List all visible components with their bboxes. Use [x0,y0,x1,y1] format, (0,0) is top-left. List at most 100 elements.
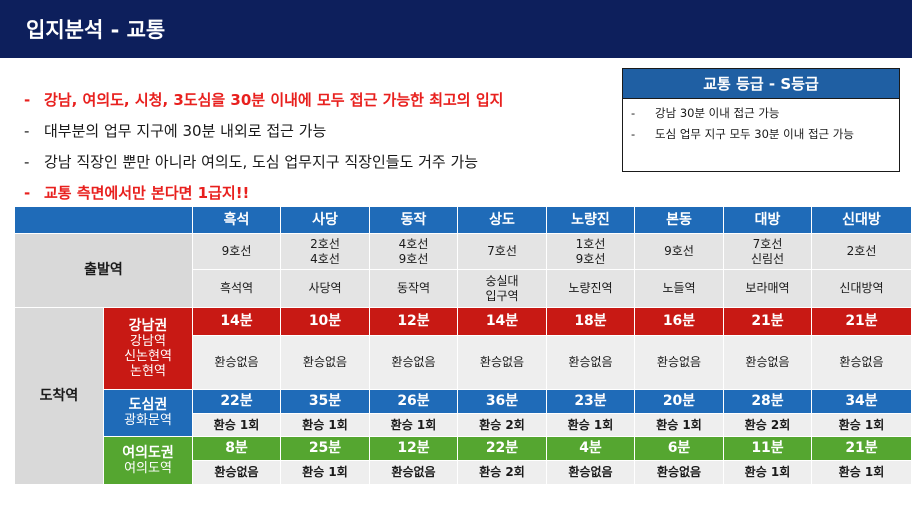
transfer-cell: 환승없음 [723,335,812,390]
bullet-list: - 강남, 여의도, 시청, 3도심을 30분 이내에 모두 접근 가능한 최고의… [24,84,604,208]
travel-time-cell: 12분 [369,307,458,336]
transfer-cell: 환승없음 [546,460,635,485]
station-cell: 동작역 [369,269,458,308]
transfer-cell: 환승 1회 [280,460,370,485]
table-row: 환승없음 환승 1회 환승없음 환승 2회 환승없음 환승없음 환승 1회 환승 1회 [15,460,912,485]
travel-time-cell: 14분 [457,307,547,336]
zone-station: 신논현역 [124,348,172,364]
line-cell: 2호선 [811,233,912,270]
transfer-cell: 환승없음 [369,335,458,390]
transfer-cell: 환승없음 [811,335,912,390]
transfer-cell: 환승없음 [192,460,281,485]
travel-time-cell: 6분 [634,436,724,461]
cell-line: 노량진역 [568,281,613,295]
travel-time-cell: 28분 [723,389,812,414]
grade-title: 교통 등급 - S등급 [623,69,899,99]
travel-time-cell: 35분 [280,389,370,414]
zone-station: 논현역 [130,363,166,379]
column-header: 사당 [280,206,370,234]
travel-time-cell: 12분 [369,436,458,461]
cell-line: 7호선 [752,236,783,251]
station-cell: 사당역 [280,269,370,308]
zone-cell: 여의도권 여의도역 [103,436,193,485]
travel-time-cell: 8분 [192,436,281,461]
table-row: 도착역 강남권 강남역 신논현역 논현역 14분 10분 12분 14분 18분 16분 21분 21분 [14,307,912,485]
cell-line: 숭실대 [485,273,519,288]
cell-line: 7호선 [487,244,517,258]
column-header: 상도 [457,206,547,234]
bullet-text: 강남 직장인 뿐만 아니라 여의도, 도심 업무지구 직장인들도 거주 가능 [44,153,479,171]
line-cell: 7호선 [457,233,547,270]
column-header: 대방 [723,206,812,234]
transfer-cell: 환승없음 [457,335,547,390]
cell-line: 2호선 [846,244,877,258]
header-bar: 입지분석 - 교통 [0,0,912,58]
zone-station: 강남역 [130,333,166,349]
transfer-cell: 환승 1회 [369,413,458,437]
table-row: 흑석역 사당역 동작역 숭실대 입구역 노량진역 노들역 보라매역 신대방역 [15,269,912,308]
travel-time-cell: 21분 [723,307,812,336]
transfer-cell: 환승없음 [369,460,458,485]
station-cell: 노들역 [634,269,724,308]
column-header: 노량진 [546,206,635,234]
transfer-cell: 환승 2회 [723,413,812,437]
column-header: 동작 [369,206,458,234]
traffic-table: 흑석 사당 동작 상도 노량진 본동 대방 신대방 출발역 9호선 2호선 4호선 4호선 9호선 7호선 1… [14,206,912,485]
travel-time-cell: 10분 [280,307,370,336]
travel-time-cell: 34분 [811,389,912,414]
travel-time-cell: 11분 [723,436,812,461]
cell-line: 9호선 [221,244,252,258]
transfer-cell: 환승없음 [634,460,724,485]
transfer-cell: 환승 1회 [723,460,812,485]
zone-cell: 강남권 강남역 신논현역 논현역 [103,307,193,390]
travel-time-cell: 22분 [192,389,281,414]
column-header: 신대방 [811,206,912,234]
table-row: 출발역 9호선 2호선 4호선 4호선 9호선 7호선 1호선 9호선 9호선 7호선 신림선 2호선 [14,233,912,308]
station-cell: 흑석역 [192,269,281,308]
transfer-cell: 환승 2회 [457,413,547,437]
departure-label: 출발역 [14,233,193,308]
transfer-cell: 환승 1회 [192,413,281,437]
travel-time-cell: 18분 [546,307,635,336]
zone-station: 광화문역 [124,413,172,428]
bullet-item: - 대부분의 업무 지구에 30분 내외로 접근 가능 [24,121,327,141]
column-header: 흑석 [192,206,281,234]
travel-time-cell: 25분 [280,436,370,461]
line-cell: 7호선 신림선 [723,233,812,270]
transfer-cell: 환승없음 [546,335,635,390]
grade-list: - 강남 30분 이내 접근 가능 - 도심 업무 지구 모두 30분 이내 접근 … [623,99,899,145]
travel-time-cell: 23분 [546,389,635,414]
travel-time-cell: 26분 [369,389,458,414]
travel-time-cell: 21분 [811,307,912,336]
transfer-cell: 환승 1회 [811,460,912,485]
table-header-row: 흑석 사당 동작 상도 노량진 본동 대방 신대방 [14,206,912,234]
cell-line: 2호선 [310,236,340,251]
bullet-text: 강남, 여의도, 시청, 3도심을 30분 이내에 모두 접근 가능한 최고의 … [44,91,504,109]
zone-name: 강남권 [128,317,168,334]
cell-line: 사당역 [308,281,342,295]
station-cell: 보라매역 [723,269,812,308]
grade-item: - 도심 업무 지구 모두 30분 이내 접근 가능 [631,124,893,145]
line-cell: 1호선 9호선 [546,233,635,270]
bullet-item: - 강남 직장인 뿐만 아니라 여의도, 도심 업무지구 직장인들도 거주 가능 [24,152,479,172]
cell-line: 동작역 [396,281,431,295]
line-cell: 9호선 [192,233,281,270]
cell-line: 9호선 [575,251,606,266]
cell-line: 보라매역 [745,281,790,295]
zone-name: 여의도권 [122,444,174,461]
transfer-cell: 환승 1회 [634,413,724,437]
cell-line: 신림선 [750,251,785,266]
travel-time-cell: 22분 [457,436,547,461]
station-cell: 숭실대 입구역 [457,269,547,308]
travel-time-cell: 4분 [546,436,635,461]
travel-time-cell: 14분 [192,307,281,336]
transfer-cell: 환승 1회 [546,413,635,437]
header-corner [14,206,193,234]
transfer-cell: 환승 1회 [811,413,912,437]
transfer-cell: 환승 1회 [280,413,370,437]
grade-item-text: 도심 업무 지구 모두 30분 이내 접근 가능 [655,127,854,141]
cell-line: 신대방역 [839,281,884,295]
cell-line: 9호선 [398,251,429,266]
station-cell: 노량진역 [546,269,635,308]
bullet-item: - 교통 측면에서만 본다면 1급지!! [24,183,250,203]
